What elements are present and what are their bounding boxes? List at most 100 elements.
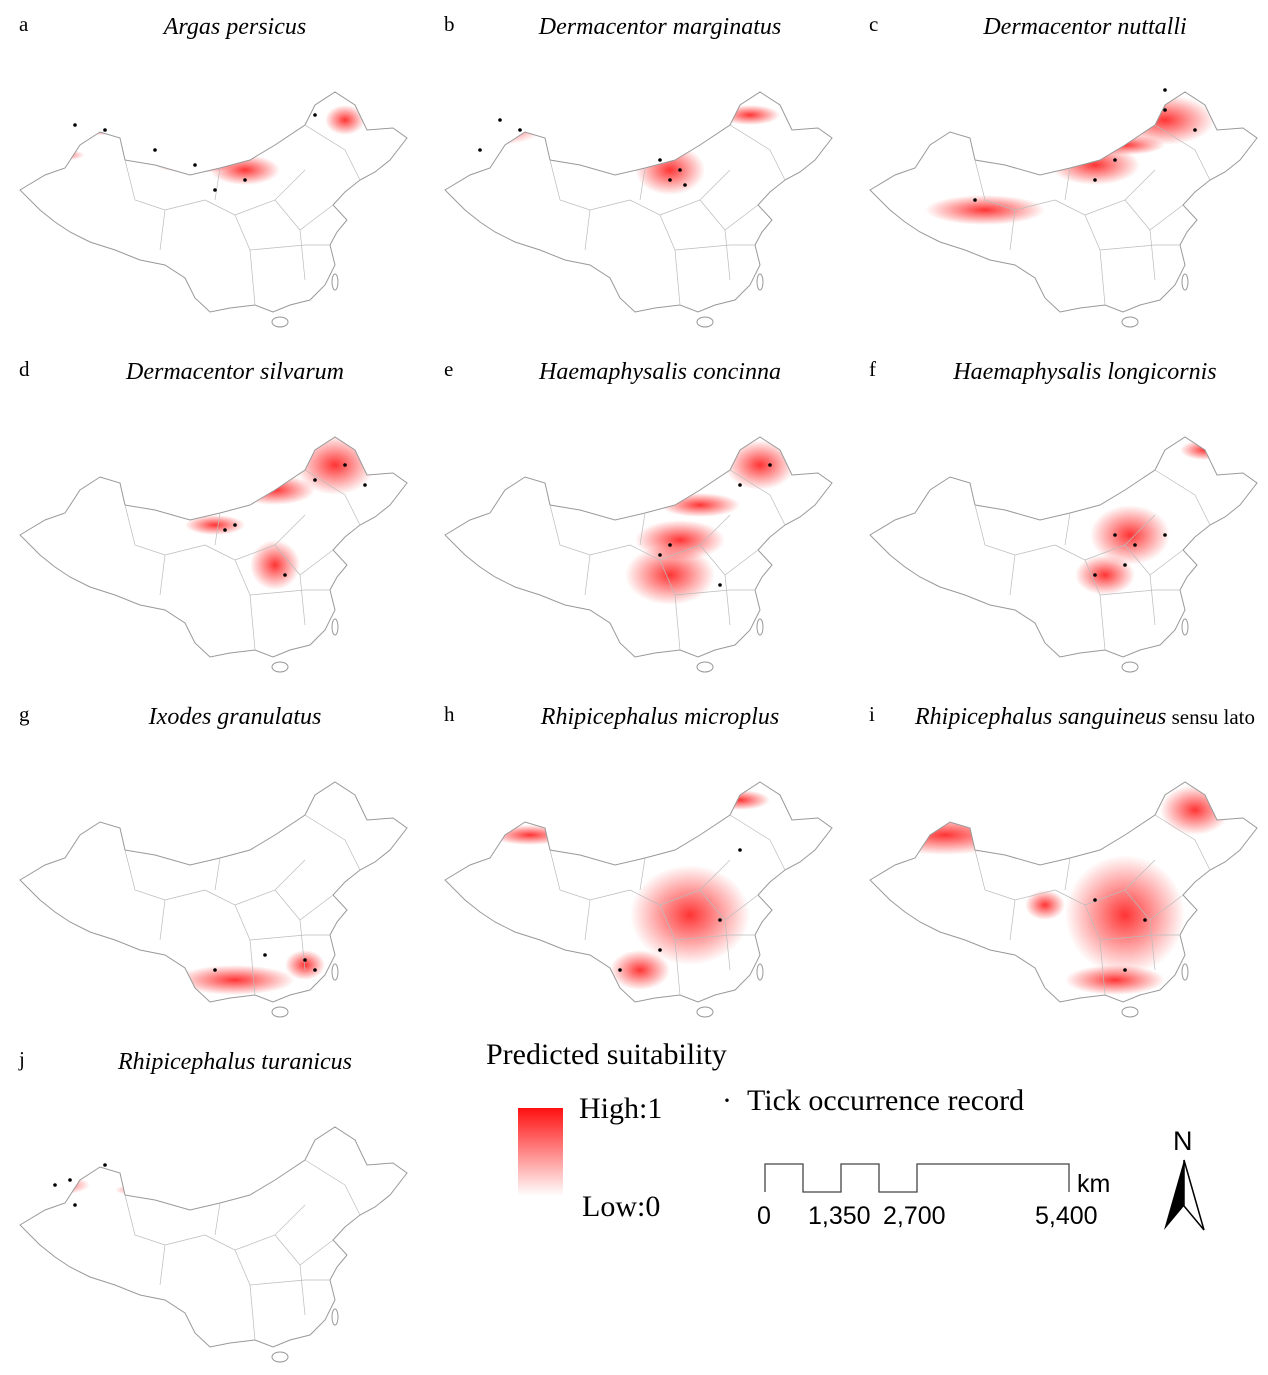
occurrence-point: [1093, 178, 1097, 182]
map-panel-f: f Haemaphysalis longicornis: [865, 355, 1268, 685]
occurrence-point: [738, 483, 742, 487]
hainan-island: [696, 1006, 714, 1018]
occurrence-record-label: Tick occurrence record: [747, 1084, 1025, 1117]
china-border: [19, 1126, 408, 1348]
species-title: Haemaphysalis concinna: [470, 359, 850, 386]
occurrence-point: [658, 553, 662, 557]
occurrence-point: [683, 183, 687, 187]
occurrence-dot-icon: ·: [722, 1084, 732, 1117]
suitability-area: [725, 440, 795, 490]
map-panel-j: j Rhipicephalus turanicus: [15, 1045, 435, 1375]
suitability-area: [635, 145, 705, 195]
suitability-area: [1065, 965, 1165, 995]
hainan-island: [271, 1006, 289, 1018]
occurrence-point: [658, 158, 662, 162]
species-title: Dermacentor marginatus: [470, 14, 850, 41]
species-suffix: sensu lato: [1166, 705, 1255, 729]
occurrence-point: [1123, 968, 1127, 972]
china-suitability-map: [19, 91, 408, 328]
scale-tick: 0: [757, 1202, 771, 1230]
legend-title: Predicted suitability: [486, 1038, 727, 1071]
occurrence-point: [213, 968, 217, 972]
suitability-layer: [20, 105, 365, 185]
species-title: Haemaphysalis longicornis: [895, 359, 1268, 386]
species-name: Ixodes granulatus: [148, 704, 322, 730]
china-suitability-map: [19, 436, 408, 673]
occurrence-point: [68, 1178, 72, 1182]
taiwan-island: [331, 963, 339, 981]
species-title: Rhipicephalus microplus: [470, 704, 850, 731]
panel-letter: b: [444, 12, 455, 36]
occurrence-point: [1163, 88, 1167, 92]
occurrence-point: [1113, 158, 1117, 162]
occurrence-point: [658, 948, 662, 952]
scale-unit: km: [1077, 1170, 1111, 1198]
species-title: Ixodes granulatus: [45, 704, 425, 731]
china-suitability-map: [444, 91, 833, 328]
occurrence-point: [618, 968, 622, 972]
suitability-area: [660, 493, 740, 517]
species-name: Rhipicephalus sanguineus: [915, 704, 1167, 730]
china-border: [19, 91, 408, 313]
north-arrow-icon: [1164, 1159, 1205, 1231]
map-panel-c: c Dermacentor nuttalli: [865, 10, 1268, 340]
occurrence-point: [1163, 108, 1167, 112]
taiwan-island: [1181, 963, 1189, 981]
china-border: [19, 781, 408, 1003]
china-border: [444, 91, 833, 313]
hainan-island: [696, 316, 714, 328]
species-title: Rhipicephalus sanguineus sensu lato: [895, 704, 1268, 731]
occurrence-point: [303, 958, 307, 962]
taiwan-island: [756, 618, 764, 636]
suitability-area: [870, 140, 925, 160]
species-name: Rhipicephalus microplus: [540, 704, 780, 730]
suitability-area: [455, 105, 545, 145]
china-border: [869, 781, 1258, 1003]
occurrence-point: [668, 543, 672, 547]
china-suitability-map: [869, 781, 1258, 1018]
suitability-area: [710, 790, 770, 810]
occurrence-point: [1123, 563, 1127, 567]
north-label: N: [1173, 1126, 1193, 1156]
suitability-area: [610, 950, 670, 990]
china-border: [444, 781, 833, 1003]
province-borders: [124, 124, 361, 306]
china-suitability-map: [444, 781, 833, 1018]
china-border: [869, 436, 1258, 658]
occurrence-point: [343, 463, 347, 467]
taiwan-island: [331, 618, 339, 636]
map-panel-h: h Rhipicephalus microplus: [440, 700, 860, 1030]
occurrence-point: [1093, 573, 1097, 577]
occurrence-point: [313, 478, 317, 482]
hainan-island: [696, 661, 714, 673]
scale-bar: [764, 1163, 1070, 1193]
province-borders: [124, 1159, 361, 1341]
province-borders: [549, 469, 786, 651]
occurrence-point: [678, 168, 682, 172]
legend-occurrence-record: · Tick occurrence record: [722, 1084, 1024, 1118]
china-suitability-map: [444, 436, 833, 673]
panel-letter: g: [19, 702, 30, 726]
scale-tick: 5,400: [1035, 1202, 1098, 1230]
suitability-area: [445, 152, 495, 168]
taiwan-island: [756, 963, 764, 981]
occurrence-point: [103, 128, 107, 132]
occurrence-point: [73, 1203, 77, 1207]
suitability-area: [20, 150, 50, 170]
occurrence-point: [478, 148, 482, 152]
province-borders: [549, 814, 786, 996]
legend-high-label: High:1: [579, 1092, 663, 1125]
hainan-island: [271, 661, 289, 673]
map-panel-d: d Dermacentor silvarum: [15, 355, 435, 685]
suitability-layer: [185, 437, 375, 590]
occurrence-point: [223, 528, 227, 532]
china-suitability-map: [19, 1126, 408, 1363]
china-suitability-map: [19, 781, 408, 1018]
suitability-area: [1115, 95, 1215, 145]
suitability-area: [1075, 555, 1135, 595]
scale-tick: 1,350: [808, 1202, 871, 1230]
suitability-area: [185, 515, 245, 535]
map-panel-i: i Rhipicephalus sanguineus sensu lato: [865, 700, 1268, 1030]
suitability-area: [1160, 785, 1230, 835]
panel-letter: h: [444, 702, 455, 726]
